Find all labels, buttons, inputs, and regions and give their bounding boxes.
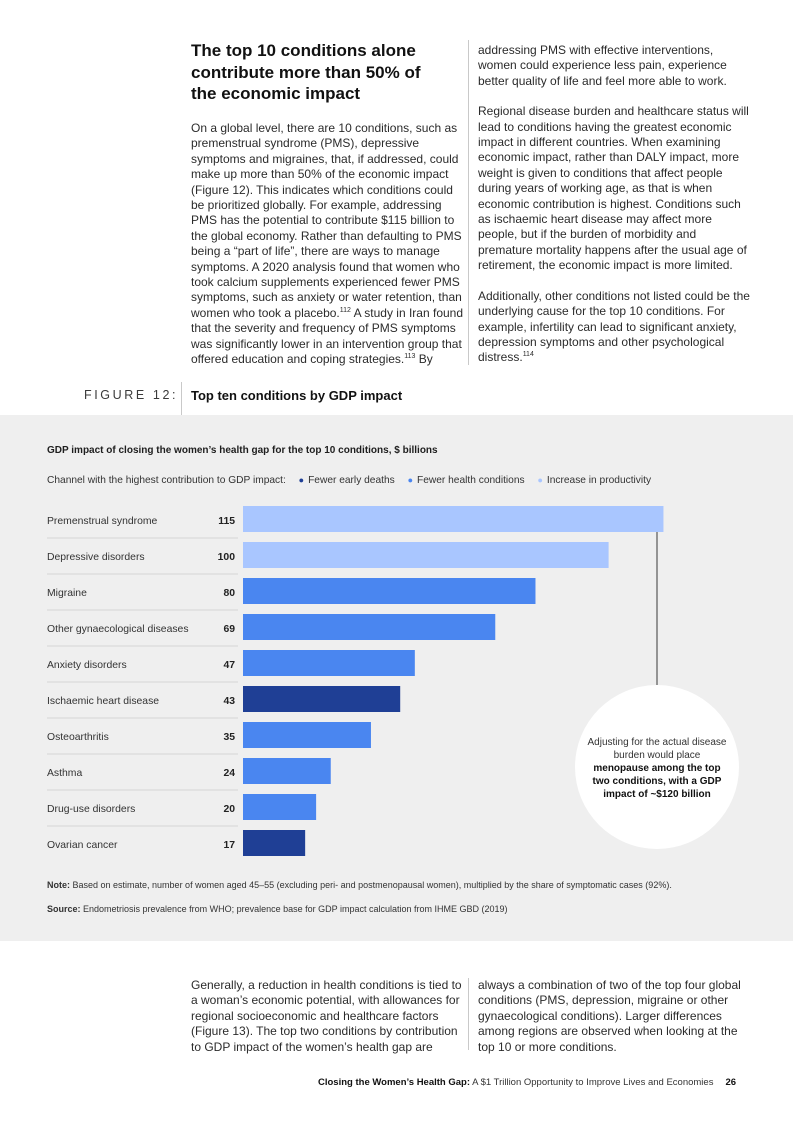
value-label: 20 [223,804,235,815]
section-heading: The top 10 conditions alone contribute m… [191,41,421,103]
legend-prefix: Channel with the highest contribution to… [47,475,286,486]
note-label: Note: [47,880,70,890]
menopause-callout: Adjusting for the actual disease burden … [575,685,739,849]
value-label: 43 [223,696,235,707]
chart-title: GDP impact of closing the women’s health… [47,445,438,456]
paragraph-text: By [415,352,433,367]
legend-dot-icon: ● [537,475,543,485]
left-column-top: On a global level, there are 10 conditio… [191,121,463,383]
value-label: 35 [223,732,235,743]
bar [243,614,496,640]
legend-dot-icon: ● [407,475,413,485]
chart-panel [0,415,793,941]
bar [243,650,415,676]
column-divider-bottom [468,978,469,1050]
source-text: Endometriosis prevalence from WHO; preva… [80,904,508,914]
category-label: Ischaemic heart disease [47,696,159,707]
bar [243,758,331,784]
chart-note: Note: Based on estimate, number of women… [47,880,672,890]
footer-title: Closing the Women’s Health Gap: [318,1077,471,1088]
category-label: Osteoarthritis [47,732,109,743]
value-label: 69 [223,624,235,635]
value-label: 24 [223,768,235,779]
footnote-ref: 113 [404,353,416,361]
column-divider [468,40,469,365]
bar [243,506,664,532]
legend-item-productivity: ● Increase in productivity [537,475,651,486]
callout-text: Adjusting for the actual disease burden … [587,737,727,761]
category-label: Anxiety disorders [47,660,127,671]
page-footer: Closing the Women’s Health Gap: A $1 Tri… [318,1077,736,1088]
bar [243,722,371,748]
figure-title: Top ten conditions by GDP impact [191,388,403,403]
paragraph-text: Additionally, other conditions not liste… [478,288,750,365]
chart-source: Source: Endometriosis prevalence from WH… [47,904,508,914]
right-paragraph-1: addressing PMS with effective interventi… [478,43,727,88]
right-column-bottom: always a combination of two of the top f… [478,978,750,1070]
figure-divider [181,382,182,415]
category-label: Premenstrual syndrome [47,516,158,527]
bar [243,794,317,820]
value-label: 17 [223,840,235,851]
page-number: 26 [725,1077,737,1088]
source-label: Source: [47,904,81,914]
footnote-ref: 112 [339,306,351,314]
category-label: Drug-use disorders [47,804,135,815]
legend-dot-icon: ● [298,475,305,485]
legend-label: Fewer health conditions [417,475,525,486]
chart-legend: Channel with the highest contribution to… [47,475,651,486]
bar [243,578,536,604]
paragraph-text: On a global level, there are 10 conditio… [191,121,462,320]
figure-label: FIGURE 12: [84,388,179,402]
category-label: Ovarian cancer [47,840,118,851]
legend-label: Increase in productivity [546,475,652,486]
footer-subtitle: A $1 Trillion Opportunity to Improve Liv… [470,1077,714,1088]
value-label: 115 [218,516,235,527]
category-label: Migraine [47,588,87,599]
bar [243,830,306,856]
right-paragraph-2: Regional disease burden and healthcare s… [478,104,749,273]
legend-item-early-deaths: ● Fewer early deaths [299,475,395,486]
right-paragraph-3: Additionally, other conditions not liste… [478,289,750,366]
left-paragraph: On a global level, there are 10 conditio… [191,121,463,368]
bar-chart: Premenstrual syndrome 115 Depressive disor… [47,506,664,856]
value-label: 80 [223,588,235,599]
legend-label: Fewer early deaths [308,475,395,486]
callout-bold-text: menopause among the top two conditions, … [592,763,722,800]
value-label: 47 [223,660,235,671]
footnote-ref: 114 [522,351,534,359]
bar [243,542,609,568]
legend-item-health-conditions: ● Fewer health conditions [408,475,525,486]
right-column-top: addressing PMS with effective interventi… [478,43,750,381]
bottom-right-paragraph: always a combination of two of the top f… [478,978,741,1054]
left-column-bottom: Generally, a reduction in health conditi… [191,978,463,1070]
bar [243,686,401,712]
value-label: 100 [218,552,236,563]
note-text: Based on estimate, number of women aged … [70,880,672,890]
category-label: Other gynaecological diseases [47,624,189,635]
paragraph-text: A study in Iran found that the severity … [191,305,464,367]
bottom-left-paragraph: Generally, a reduction in health conditi… [191,978,462,1054]
category-label: Asthma [47,768,82,779]
category-label: Depressive disorders [47,552,145,563]
